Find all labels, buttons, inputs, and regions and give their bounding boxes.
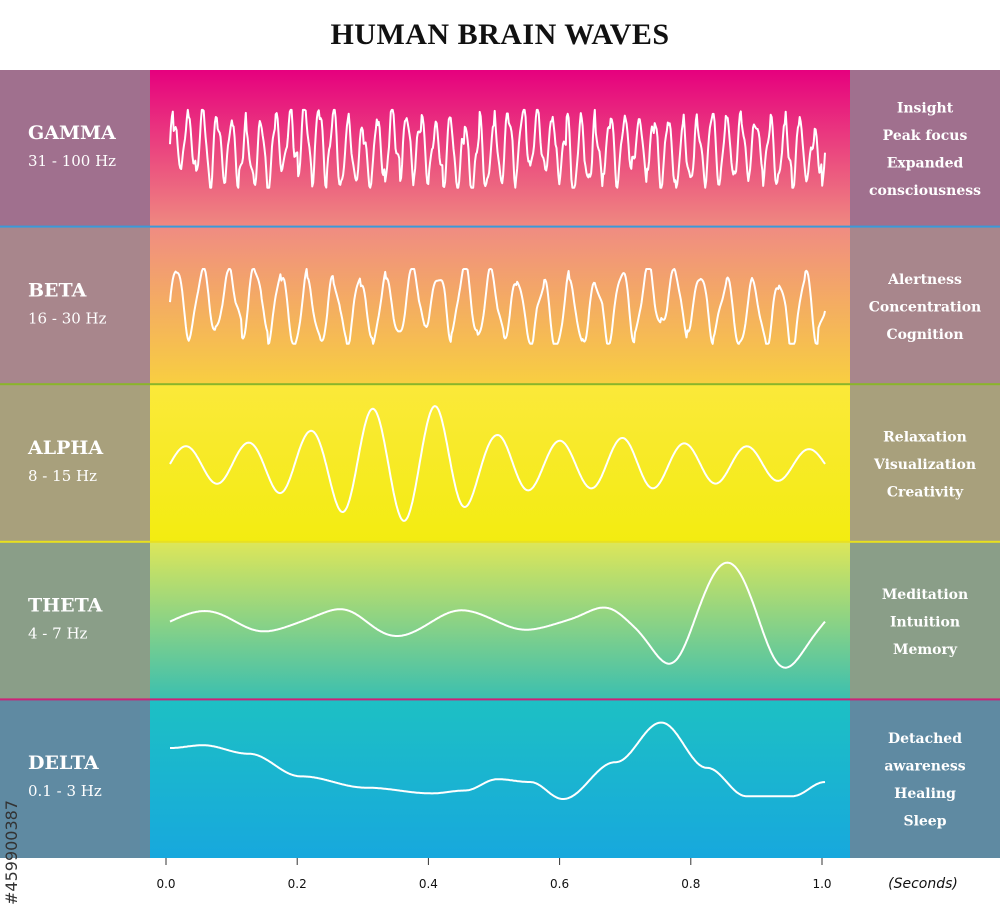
band-beta: BETA 16 - 30 Hz Alertness Concentration Cogn… (0, 227, 1000, 387)
band-range-label: 31 - 100 Hz (28, 152, 116, 170)
band-right-panel (850, 227, 1000, 386)
band-plot-area (150, 227, 850, 386)
band-name-label: GAMMA (28, 122, 116, 144)
band-effect-label: Intuition (890, 615, 960, 631)
band-divider (0, 383, 1000, 387)
band-effect-label: Sleep (903, 813, 946, 829)
watermark-id: #459900387 (2, 799, 21, 905)
band-left-panel (0, 70, 150, 228)
band-delta: DELTA 0.1 - 3 Hz Detached awareness Healing S… (0, 700, 1000, 858)
band-theta: THETA 4 - 7 Hz Meditation Intuition Memory (0, 542, 1000, 702)
band-effect-label: Insight (897, 101, 954, 117)
band-left-panel (0, 227, 150, 386)
band-plot-area (150, 70, 850, 228)
band-effect-label: Visualization (873, 457, 976, 473)
band-range-label: 16 - 30 Hz (28, 309, 107, 327)
x-tick-label: 0.6 (550, 877, 569, 891)
band-effect-label: Detached (888, 731, 962, 747)
band-effect-label: Meditation (882, 587, 968, 603)
band-effect-label: Expanded (887, 156, 964, 172)
band-plot-area (150, 385, 850, 543)
band-right-panel (850, 542, 1000, 701)
band-effect-label: Relaxation (883, 430, 967, 446)
wave-line-beta (169, 268, 826, 345)
band-effect-label: Cognition (886, 327, 963, 343)
band-name-label: THETA (28, 595, 103, 617)
band-right-panel (850, 700, 1000, 858)
band-name-label: BETA (28, 279, 87, 301)
chart-title: HUMAN BRAIN WAVES (330, 18, 670, 51)
band-effect-label: Concentration (869, 299, 982, 315)
x-tick-label: 0.0 (156, 877, 175, 891)
band-effect-label: Creativity (887, 485, 964, 501)
band-divider (0, 540, 1000, 544)
band-right-panel (850, 70, 1000, 228)
band-effect-label: consciousness (869, 183, 981, 199)
x-tick-label: 1.0 (812, 877, 831, 891)
band-left-panel (0, 700, 150, 858)
band-range-label: 0.1 - 3 Hz (28, 782, 102, 800)
wave-line-theta (169, 561, 826, 669)
x-tick-label: 0.8 (681, 877, 700, 891)
band-divider (0, 225, 1000, 229)
band-plot-area (150, 542, 850, 701)
band-effect-label: Healing (894, 786, 956, 802)
band-range-label: 4 - 7 Hz (28, 625, 88, 643)
band-name-label: ALPHA (27, 437, 103, 459)
wave-line-gamma (169, 108, 826, 189)
wave-line-delta (169, 721, 826, 800)
wave-line-alpha (169, 405, 826, 522)
band-gamma: GAMMA 31 - 100 Hz Insight Peak focus Expande… (0, 70, 1000, 229)
band-alpha: ALPHA 8 - 15 Hz Relaxation Visualization Cre… (0, 385, 1000, 544)
band-effect-label: awareness (884, 758, 965, 774)
band-name-label: DELTA (28, 752, 99, 774)
band-effect-label: Memory (893, 642, 958, 658)
band-divider (0, 698, 1000, 702)
band-effect-label: Peak focus (883, 128, 968, 144)
band-effect-label: Alertness (887, 272, 962, 288)
band-left-panel (0, 542, 150, 701)
band-right-panel (850, 385, 1000, 543)
band-range-label: 8 - 15 Hz (28, 467, 97, 485)
x-unit-label: (Seconds) (888, 876, 958, 892)
x-axis: 0.0 0.2 0.4 0.6 0.8 1.0 (Seconds) (156, 858, 958, 892)
x-tick-label: 0.4 (419, 877, 438, 891)
band-left-panel (0, 385, 150, 543)
bands-layer: GAMMA 31 - 100 Hz Insight Peak focus Expande… (0, 70, 1000, 858)
x-tick-label: 0.2 (288, 877, 307, 891)
